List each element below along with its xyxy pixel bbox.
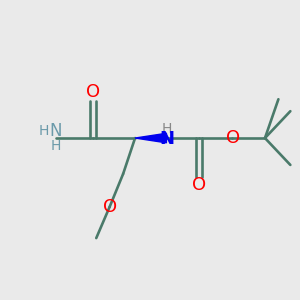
Text: N: N [159,130,174,148]
Text: H: H [38,124,49,139]
Text: O: O [226,129,240,147]
Text: O: O [192,176,206,194]
Text: O: O [103,198,117,216]
Text: O: O [86,83,100,101]
Polygon shape [135,133,166,143]
Text: H: H [51,140,61,153]
Text: H: H [161,122,172,136]
Text: N: N [50,122,62,140]
